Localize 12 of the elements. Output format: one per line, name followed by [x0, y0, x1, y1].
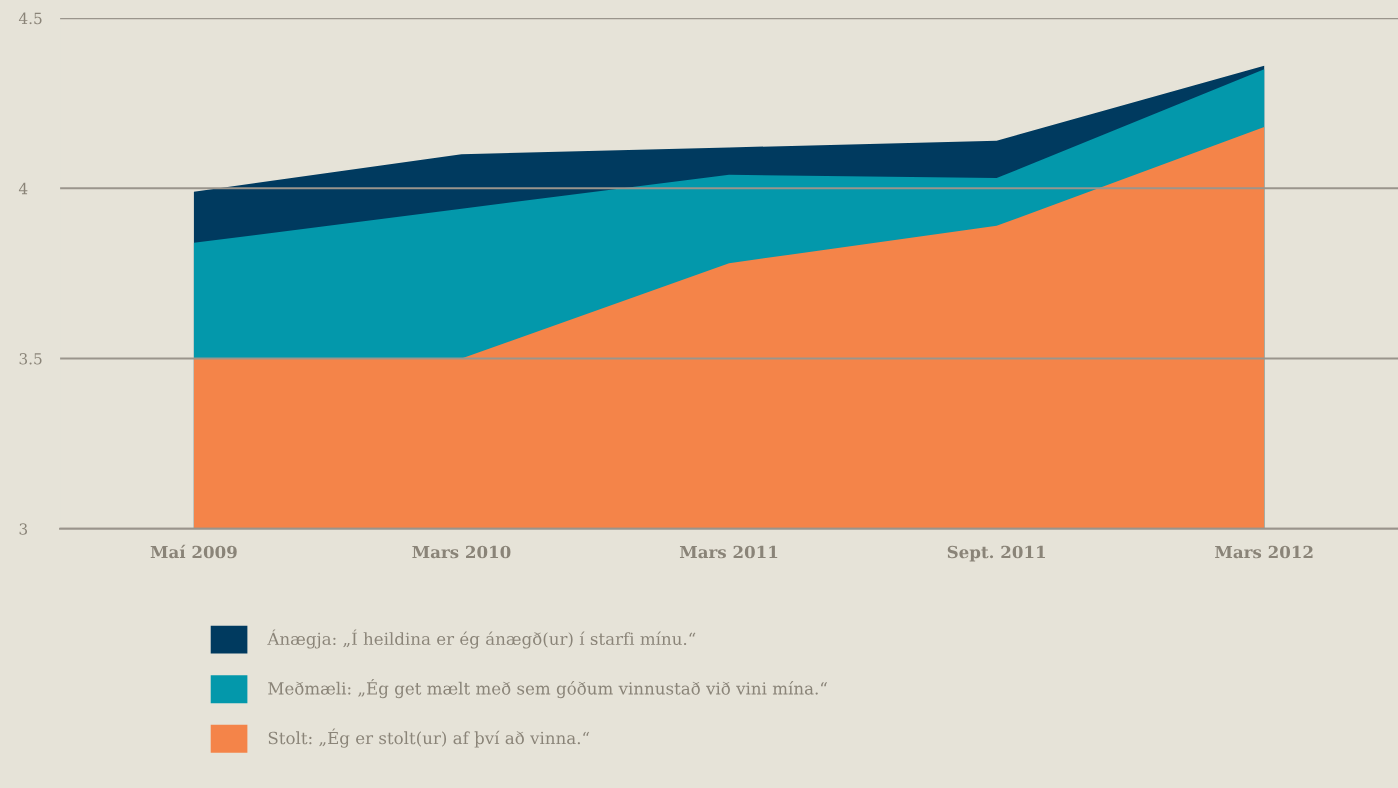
y-tick-label: 3: [19, 523, 28, 535]
x-tick-label: Sept. 2011: [947, 545, 1045, 562]
x-tick-label: Maí 2009: [150, 544, 237, 559]
x-tick-label: Mars 2010: [412, 545, 511, 559]
y-tick-label: 4: [18, 182, 28, 195]
legend-label: Ánægja: „Í heildina er ég ánægð(ur) í starfi mínu.“: [267, 629, 696, 649]
legend-label: Meðmæli: „Ég get mælt með sem góðum vinnustað við vini mína.“: [268, 679, 828, 699]
legend-label: Stolt: „Ég er stolt(ur) af því að vinna.“: [268, 728, 590, 748]
x-tick-label: Mars 2011: [679, 545, 778, 559]
x-tick-label: Mars 2012: [1215, 545, 1313, 559]
y-tick-label: 3.5: [19, 353, 42, 365]
y-tick-label: 4.5: [18, 12, 42, 25]
